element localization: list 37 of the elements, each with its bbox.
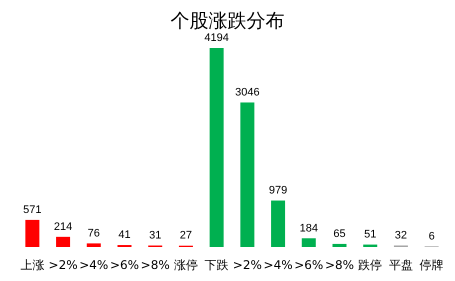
- data-label: 31: [149, 230, 162, 242]
- bar: [302, 238, 316, 247]
- bar: [86, 243, 101, 247]
- bar: [210, 48, 224, 247]
- bar: [332, 244, 346, 247]
- data-label: 571: [23, 204, 42, 216]
- bar: [271, 200, 286, 247]
- x-tick-label: 涨停: [174, 258, 198, 272]
- x-tick-label: >6%: [294, 258, 324, 272]
- x-tick-label: >2%: [232, 258, 262, 272]
- bar: [240, 102, 254, 247]
- x-tick-label: 停牌: [420, 258, 444, 272]
- x-tick-label: 上涨: [20, 258, 44, 272]
- data-label: 4194: [204, 32, 229, 44]
- data-label: 76: [88, 227, 100, 240]
- x-tick-label: >8%: [140, 258, 170, 272]
- x-tick-label: >2%: [48, 258, 78, 272]
- x-tick-label: >8%: [324, 258, 354, 272]
- bar: [25, 220, 40, 247]
- x-tick-label: 下跌: [204, 258, 229, 272]
- x-tick-label: >4%: [264, 258, 293, 272]
- data-label: 32: [394, 229, 408, 242]
- data-label: 65: [333, 228, 346, 240]
- data-label: 184: [300, 222, 318, 234]
- data-label: 3046: [235, 86, 260, 98]
- x-tick-label: >4%: [79, 258, 108, 272]
- data-label: 41: [118, 229, 131, 242]
- data-label: 6: [428, 230, 435, 243]
- x-tick-label: >6%: [110, 258, 140, 272]
- bar: [56, 236, 70, 247]
- data-label: 214: [54, 220, 72, 233]
- data-label: 51: [364, 228, 376, 241]
- x-tick-label: 平盘: [388, 258, 413, 272]
- data-label: 27: [180, 230, 192, 242]
- data-label: 979: [268, 184, 288, 197]
- chart-title: 个股涨跌分布: [170, 10, 284, 32]
- x-tick-label: 跌停: [358, 258, 382, 272]
